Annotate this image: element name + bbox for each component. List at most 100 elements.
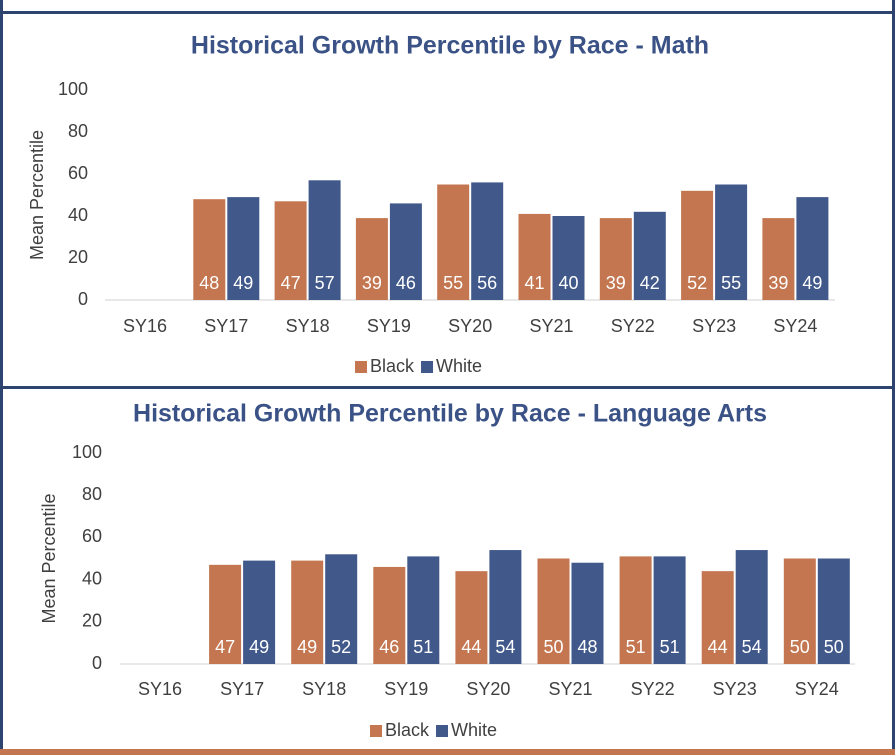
y-axis-label: Mean Percentile (27, 130, 47, 260)
data-label: 48 (577, 637, 597, 657)
data-label: 39 (362, 273, 382, 293)
data-label: 39 (768, 273, 788, 293)
bar (193, 199, 226, 300)
bar (619, 556, 652, 664)
data-label: 46 (396, 273, 416, 293)
bar (537, 558, 570, 664)
bar (227, 197, 260, 300)
data-label: 44 (461, 637, 481, 657)
x-tick-label: SY18 (302, 679, 346, 699)
data-label: 49 (233, 273, 253, 293)
bar (243, 560, 276, 664)
data-label: 57 (315, 273, 335, 293)
data-label: 42 (640, 273, 660, 293)
y-tick-label: 20 (82, 611, 102, 631)
divider-top (0, 11, 895, 14)
data-label: 51 (660, 637, 680, 657)
data-label: 50 (790, 637, 810, 657)
frame-left (0, 0, 3, 755)
bar (599, 218, 632, 300)
divider-bottom (0, 749, 895, 755)
frame-right (892, 0, 895, 755)
chart-title: Historical Growth Percentile by Race - M… (191, 32, 709, 60)
legend-label: White (436, 356, 482, 376)
x-tick-label: SY24 (773, 316, 817, 336)
x-tick-label: SY22 (611, 316, 655, 336)
data-label: 52 (687, 273, 707, 293)
y-tick-label: 100 (58, 79, 88, 99)
x-tick-label: SY16 (138, 679, 182, 699)
data-label: 55 (443, 273, 463, 293)
data-label: 40 (558, 273, 578, 293)
data-label: 49 (249, 637, 269, 657)
x-tick-label: SY20 (466, 679, 510, 699)
bar (518, 213, 551, 300)
y-tick-label: 40 (82, 568, 102, 588)
bar (735, 550, 768, 664)
bar (783, 558, 816, 664)
bar (817, 558, 850, 664)
legend-label: Black (385, 720, 430, 740)
bar (552, 216, 585, 300)
data-label: 41 (524, 273, 544, 293)
data-label: 52 (331, 637, 351, 657)
bar (633, 211, 666, 300)
x-tick-label: SY23 (692, 316, 736, 336)
bar (455, 571, 488, 664)
x-tick-label: SY21 (548, 679, 592, 699)
legend-swatch (421, 361, 434, 373)
bar (355, 218, 388, 300)
data-label: 51 (626, 637, 646, 657)
y-tick-label: 80 (82, 484, 102, 504)
legend-swatch (436, 725, 449, 737)
data-label: 50 (824, 637, 844, 657)
y-tick-label: 0 (92, 653, 102, 673)
bar (437, 184, 470, 300)
bar (701, 571, 734, 664)
data-label: 50 (543, 637, 563, 657)
x-tick-label: SY24 (795, 679, 839, 699)
bar (325, 554, 358, 664)
legend-swatch (370, 725, 382, 737)
bar (715, 184, 748, 300)
bar (407, 556, 440, 664)
bar (373, 566, 406, 664)
data-label: 54 (742, 637, 762, 657)
x-tick-label: SY23 (713, 679, 757, 699)
bar (291, 560, 324, 664)
data-label: 49 (802, 273, 822, 293)
bar (796, 197, 829, 300)
legend-swatch (355, 361, 367, 373)
divider-middle (0, 386, 895, 389)
data-label: 39 (606, 273, 626, 293)
bar (571, 562, 604, 664)
x-tick-label: SY20 (448, 316, 492, 336)
data-label: 49 (297, 637, 317, 657)
bar (308, 180, 341, 300)
data-label: 46 (379, 637, 399, 657)
bar (762, 218, 795, 300)
bar (681, 190, 714, 300)
data-label: 51 (413, 637, 433, 657)
bar (274, 201, 307, 300)
y-tick-label: 20 (68, 247, 88, 267)
x-tick-label: SY17 (204, 316, 248, 336)
y-tick-label: 0 (78, 289, 88, 309)
bar (209, 564, 242, 664)
data-label: 44 (708, 637, 728, 657)
y-tick-label: 80 (68, 121, 88, 141)
legend-label: White (451, 720, 497, 740)
chart-title: Historical Growth Percentile by Race - L… (133, 400, 767, 428)
bar (489, 550, 522, 664)
x-tick-label: SY18 (286, 316, 330, 336)
data-label: 54 (495, 637, 515, 657)
x-tick-label: SY22 (631, 679, 675, 699)
x-tick-label: SY19 (384, 679, 428, 699)
x-tick-label: SY19 (367, 316, 411, 336)
y-tick-label: 100 (72, 442, 102, 462)
x-tick-label: SY17 (220, 679, 264, 699)
data-label: 47 (215, 637, 235, 657)
x-tick-label: SY16 (123, 316, 167, 336)
data-label: 55 (721, 273, 741, 293)
